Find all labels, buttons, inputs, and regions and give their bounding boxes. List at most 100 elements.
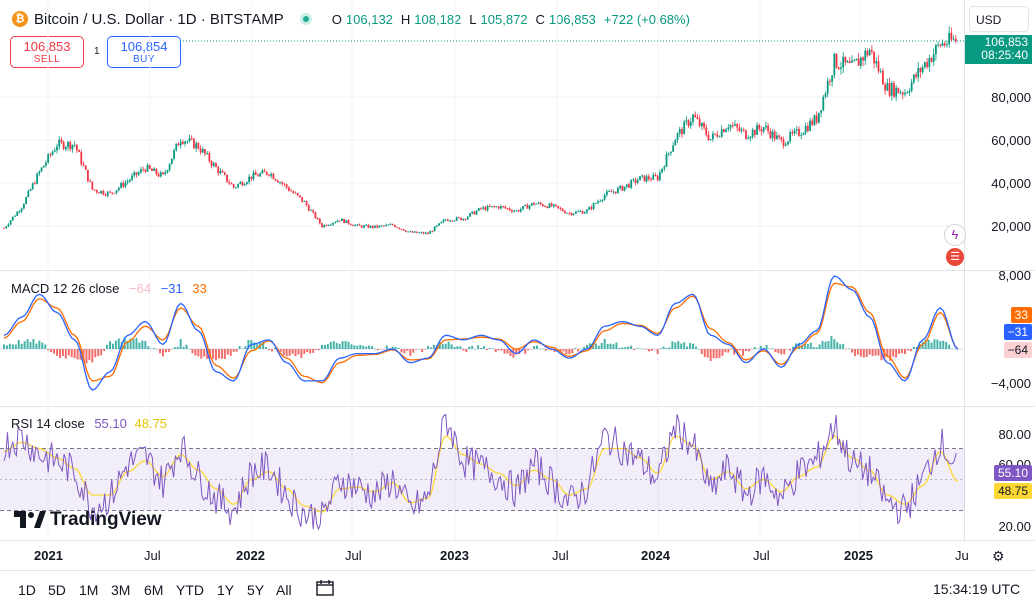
macd-histogram-bar: [553, 349, 556, 352]
macd-histogram-bar: [789, 349, 792, 351]
macd-histogram-bar: [771, 348, 774, 349]
pane-divider-1[interactable]: [0, 270, 1035, 271]
timeframe-all-button[interactable]: All: [276, 582, 292, 598]
price-candle: [533, 203, 535, 205]
macd-histogram-bar: [117, 338, 120, 349]
macd-histogram-bar: [730, 349, 733, 350]
price-candle: [689, 121, 692, 126]
pane-divider-2[interactable]: [0, 406, 1035, 407]
macd-histogram-bar: [114, 340, 117, 349]
macd-histogram-bar: [933, 339, 936, 349]
timeframe-6m-button[interactable]: 6M: [144, 582, 164, 598]
timeframe-1y-button[interactable]: 1Y: [217, 582, 235, 598]
last-price-tag: 106,853 08:25:40: [965, 35, 1032, 64]
macd-histogram-bar: [930, 342, 933, 349]
macd-histogram-bar: [865, 349, 868, 357]
buy-button[interactable]: 106,854 BUY: [107, 36, 181, 68]
timeframe-1m-button[interactable]: 1M: [79, 582, 99, 598]
price-candle: [725, 129, 728, 133]
price-candle: [866, 50, 869, 56]
macd-histogram-bar: [877, 349, 880, 356]
price-candle: [692, 114, 694, 122]
macd-histogram-bar: [533, 346, 535, 349]
macd-histogram-bar: [91, 349, 94, 363]
price-candle: [232, 184, 235, 188]
price-candle: [603, 194, 606, 200]
price-candle: [193, 138, 195, 149]
timeframe-ytd-button[interactable]: YTD: [176, 582, 204, 598]
utc-clock[interactable]: 15:34:19 UTC: [933, 581, 1021, 597]
lightning-event-icon[interactable]: ϟ: [944, 224, 966, 246]
price-candle: [486, 205, 489, 211]
macd-histogram-bar: [150, 348, 153, 350]
macd-histogram-bar: [503, 349, 506, 354]
timeframe-3m-button[interactable]: 3M: [111, 582, 131, 598]
price-candle: [544, 206, 546, 207]
macd-histogram-bar: [895, 349, 898, 358]
macd-histogram-bar: [38, 340, 41, 349]
date-range-icon[interactable]: [316, 580, 334, 596]
price-candle: [16, 211, 19, 216]
price-candle: [524, 204, 527, 207]
price-candle: [31, 183, 34, 190]
macd-histogram-bar: [715, 349, 718, 359]
price-candle: [756, 125, 758, 135]
timeframe-5y-button[interactable]: 5Y: [247, 582, 265, 598]
price-candle: [890, 83, 893, 96]
macd-histogram-bar: [574, 348, 577, 349]
timeframe-5d-button[interactable]: 5D: [48, 582, 66, 598]
price-candle: [252, 172, 255, 180]
price-candle: [148, 165, 151, 169]
macd-histogram-bar: [418, 348, 421, 350]
macd-histogram-bar: [706, 349, 709, 358]
price-candle: [469, 213, 471, 217]
timeframe-1d-button[interactable]: 1D: [18, 582, 36, 598]
price-candle: [577, 211, 580, 213]
macd-histogram-bar: [265, 347, 268, 349]
sell-button[interactable]: 106,853 SELL: [10, 36, 84, 68]
tradingview-logo[interactable]: TradingView: [14, 509, 162, 531]
us-flag-event-icon[interactable]: ☰: [946, 248, 964, 266]
price-candle: [166, 170, 169, 173]
macd-histogram-bar: [138, 342, 141, 349]
price-candle: [952, 38, 955, 40]
price-candle: [40, 167, 43, 172]
rsi-tick: 80.00: [998, 427, 1031, 442]
macd-histogram-bar: [244, 346, 247, 349]
price-candle: [104, 194, 107, 196]
price-candle: [329, 224, 332, 226]
price-candle: [201, 149, 204, 153]
macd-histogram-bar: [712, 349, 715, 359]
macd-histogram-bar: [147, 346, 150, 349]
macd-signal-tag: 33: [1010, 307, 1032, 323]
price-candle: [210, 161, 213, 166]
macd-histogram-bar: [368, 345, 371, 349]
macd-histogram-bar: [541, 348, 544, 349]
rsi-value: 55.10: [94, 416, 127, 431]
macd-histogram-bar: [88, 349, 91, 361]
macd-histogram-bar: [362, 345, 365, 349]
macd-histogram-bar: [309, 349, 312, 354]
price-candle: [670, 151, 672, 154]
price-candle: [720, 129, 723, 137]
macd-axis[interactable]: −4,000: [965, 270, 1035, 406]
macd-histogram-bar: [474, 348, 477, 350]
macd-histogram-bar: [53, 349, 56, 354]
gear-icon[interactable]: ⚙: [992, 548, 1005, 564]
price-candle: [601, 199, 604, 201]
macd-histogram-bar: [904, 349, 906, 355]
price-candle: [575, 211, 577, 214]
price-chart[interactable]: [0, 0, 965, 540]
price-candle: [9, 220, 12, 225]
macd-histogram-bar: [94, 349, 97, 358]
price-axis[interactable]: 80,000 60,000 40,000 20,000 8,000: [965, 0, 1035, 283]
price-candle: [654, 174, 657, 176]
price-candle: [340, 218, 343, 221]
macd-histogram-bar: [159, 349, 162, 354]
currency-select[interactable]: USD: [969, 6, 1029, 32]
price-candle: [442, 219, 445, 222]
close-key: C: [535, 11, 545, 27]
symbol-title[interactable]: Bitcoin / U.S. Dollar · 1D · BITSTAMP: [34, 10, 284, 28]
price-candle: [133, 172, 136, 176]
price-candle: [736, 124, 739, 128]
